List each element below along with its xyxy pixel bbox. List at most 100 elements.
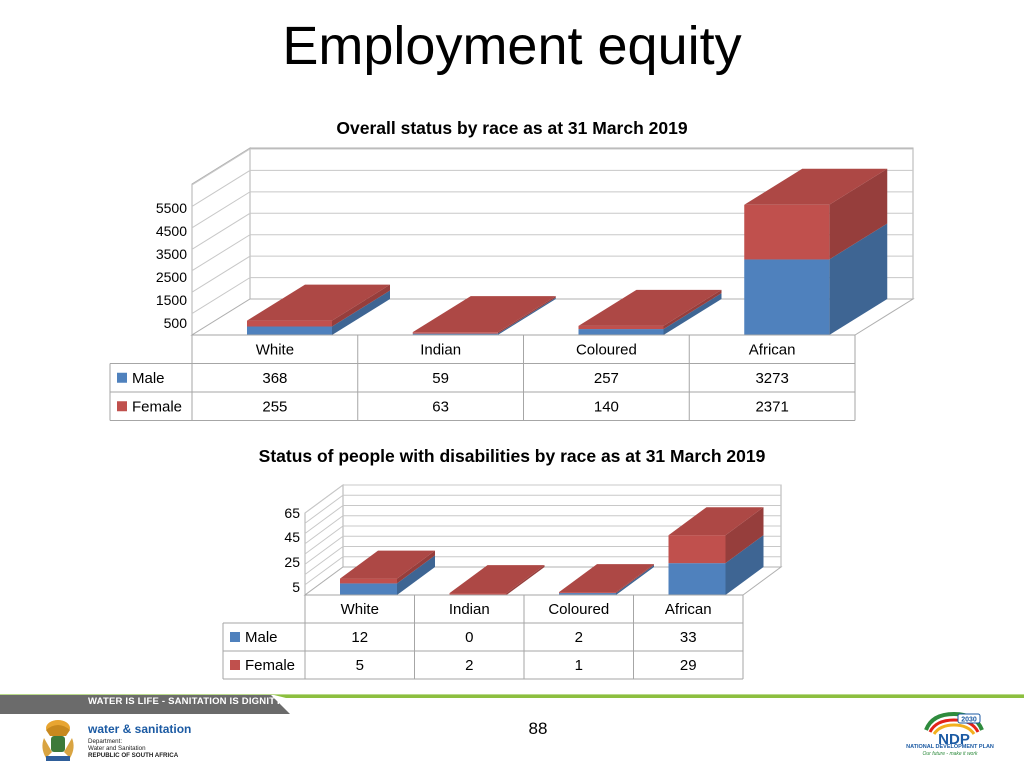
chart2-bar-male-coloured-side: [616, 565, 654, 595]
chart1-table-value: 63: [432, 398, 449, 415]
department-country: REPUBLIC OF SOUTH AFRICA: [88, 752, 179, 759]
chart1-gridline: [191, 169, 913, 207]
chart1-category-label: African: [749, 341, 796, 358]
chart2-table-value: 29: [680, 657, 697, 674]
chart2-gridline: [304, 494, 781, 524]
chart1-y-tick-label: 500: [164, 315, 188, 331]
chart1-bar-female-indian: [412, 296, 556, 334]
chart1-bar-female-african-front: [744, 204, 830, 260]
chart2-gridline: [304, 535, 781, 565]
chart2-bar-male-white-side: [397, 555, 435, 595]
chart1-gridline: [191, 191, 913, 229]
chart1-bar-female-white-front: [247, 320, 332, 327]
chart2-table-value: 2: [465, 657, 473, 674]
chart2-table-value: 0: [465, 629, 473, 646]
chart2-bar-male-african: [668, 535, 764, 595]
chart2-bar-female-indian-top: [449, 565, 545, 594]
chart1-bar-female-african-side: [829, 168, 888, 260]
footer-band: [0, 694, 1024, 714]
chart2-bar-female-white: [340, 550, 435, 584]
chart2-y-tick-label: 45: [284, 529, 300, 545]
page-number: 88: [528, 719, 548, 738]
chart2-bar-male-white: [340, 555, 435, 595]
chart1-gridline: [191, 212, 913, 250]
chart2-bar-male-coloured-front: [559, 593, 616, 595]
chart2-table-value: 1: [575, 657, 583, 674]
chart1-bar-male-indian: [412, 297, 556, 335]
chart1-bar-female-coloured-side: [663, 289, 722, 330]
chart2-category-label: Indian: [449, 601, 490, 618]
chart1-legend-label-male: Male: [132, 370, 165, 387]
chart2-category-label: African: [665, 601, 712, 618]
chart2-bar-male-coloured: [559, 565, 654, 595]
chart2-gridline: [304, 546, 781, 575]
chart1-bar-female-white: [247, 284, 390, 327]
chart2-bar-female-african-side: [725, 507, 764, 564]
chart1-bar-male-african-front: [744, 259, 830, 335]
chart2-bar-female-indian-front: [449, 593, 507, 595]
chart2-table-value: 2: [575, 629, 583, 646]
chart1-legend-swatch-female: [117, 401, 127, 412]
chart1-bar-female-indian-side: [497, 296, 556, 334]
chart1-gridline: [191, 148, 913, 186]
chart2-y-tick-label: 65: [284, 505, 300, 521]
chart2-bar-male-african-side: [725, 535, 764, 595]
chart1-overall-status: 5500 4500 3500 2500 1500 500 White Indian Colour…: [109, 147, 915, 421]
chart1-bar-male-coloured-front: [578, 329, 664, 335]
chart2-bar-female-white-side: [397, 550, 435, 584]
chart1-category-label: White: [256, 341, 294, 358]
chart1-y-tick-label: 4500: [156, 223, 187, 239]
chart1-bar-male-white-side: [332, 290, 390, 335]
chart1-legend-label-female: Female: [132, 398, 182, 415]
chart1-bar-male-coloured: [578, 293, 722, 335]
chart2-bar-female-african-top: [668, 507, 764, 536]
chart2-y-tick-label: 25: [284, 554, 300, 570]
chart2-bar-female-coloured-side: [616, 564, 654, 594]
chart2-gridline: [304, 484, 781, 514]
chart2-bar-male-white-front: [340, 583, 397, 595]
chart2-bar-female-african: [668, 507, 764, 564]
ndp-name: NATIONAL DEVELOPMENT PLAN: [906, 744, 994, 750]
chart1-y-tick-label: 5500: [156, 200, 187, 216]
chart1-table-value: 257: [594, 370, 619, 387]
chart2-y-tick-label: 5: [292, 579, 300, 595]
ndp-logo-text: NDP: [938, 731, 970, 746]
chart1-legend-swatch-male: [117, 372, 127, 383]
chart1-table-value: 255: [262, 398, 287, 415]
chart1-table-value: 368: [262, 370, 287, 387]
chart1-gridline: [191, 277, 913, 314]
chart2-legend-swatch-female: [230, 660, 240, 670]
chart1-y-tick-label: 3500: [156, 246, 187, 262]
chart1-bar-male-african: [744, 223, 888, 335]
chart2-gridline: [304, 556, 781, 586]
coat-of-arms-icon: [42, 720, 74, 761]
department-label: Department:: [88, 738, 123, 745]
chart1-bar-female-coloured: [578, 289, 722, 330]
chart2-legend-label-female: Female: [245, 657, 295, 674]
chart2-bar-female-white-front: [340, 578, 397, 584]
chart1-table-value: 2371: [755, 398, 788, 415]
ndp-badge-text: 2030: [961, 717, 977, 724]
chart2-title: Status of people with disabilities by ra…: [258, 446, 766, 466]
chart2-gridline: [304, 515, 781, 545]
chart2-category-label: White: [341, 601, 379, 618]
chart1-bar-female-african: [744, 168, 888, 260]
chart2-bar-female-coloured: [559, 564, 654, 594]
chart1-bar-female-coloured-top: [578, 289, 722, 326]
chart1-gridline: [191, 255, 913, 293]
chart2-table-value: 33: [680, 629, 697, 646]
chart2-bar-female-indian-side: [506, 565, 545, 595]
ndp-logo-icon: 2030 NDP: [924, 711, 984, 746]
chart2-table-value: 5: [356, 657, 364, 674]
chart1-table-value: 3273: [755, 370, 788, 387]
department-name: water & sanitation: [88, 722, 192, 736]
chart2-table-value: 12: [351, 629, 368, 646]
chart2-category-label: Coloured: [548, 601, 609, 618]
chart2-bar-female-white-top: [340, 550, 435, 579]
chart2-bar-female-african-front: [668, 535, 726, 564]
footer-slogan: WATER IS LIFE - SANITATION IS DIGNITY: [88, 696, 282, 707]
chart1-bar-female-coloured-front: [578, 325, 664, 330]
chart1-bar-female-indian-top: [412, 296, 556, 333]
chart2-legend-label-male: Male: [245, 629, 278, 646]
